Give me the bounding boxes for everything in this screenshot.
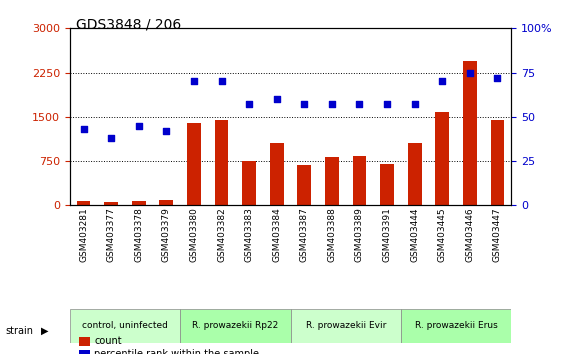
Text: control, uninfected: control, uninfected (82, 321, 168, 330)
Bar (270, 143, 284, 205)
Point (465, 70, 475, 75)
Text: GSM403378: GSM403378 (134, 207, 143, 262)
Text: GSM403382: GSM403382 (217, 207, 226, 262)
Bar (132, 201, 146, 205)
Point (162, 128, 171, 134)
Point (437, 79, 447, 84)
Text: strain: strain (6, 326, 34, 336)
Bar (435, 112, 449, 205)
Bar (159, 200, 173, 205)
Point (79, 126, 88, 132)
Text: R. prowazekii Rp22: R. prowazekii Rp22 (192, 321, 278, 330)
Point (410, 102, 419, 107)
Text: R. prowazekii Evir: R. prowazekii Evir (306, 321, 386, 330)
Bar (104, 202, 118, 205)
Bar (353, 156, 367, 205)
Text: percentile rank within the sample: percentile rank within the sample (94, 349, 259, 354)
Point (245, 102, 254, 107)
Point (327, 102, 336, 107)
FancyBboxPatch shape (70, 309, 180, 343)
Bar (463, 61, 477, 205)
Bar (78, 350, 89, 354)
Point (272, 96, 281, 102)
Bar (214, 120, 228, 205)
Point (382, 102, 392, 107)
Text: GSM403377: GSM403377 (107, 207, 116, 262)
Text: GSM403388: GSM403388 (328, 207, 336, 262)
Bar (380, 164, 394, 205)
Text: GSM403446: GSM403446 (465, 207, 474, 262)
Text: count: count (94, 336, 121, 346)
Bar (325, 157, 339, 205)
Text: GSM403387: GSM403387 (300, 207, 309, 262)
Text: GSM403389: GSM403389 (355, 207, 364, 262)
Text: GDS3848 / 206: GDS3848 / 206 (76, 18, 181, 32)
Text: GSM403445: GSM403445 (438, 207, 447, 262)
Point (106, 135, 116, 141)
Text: GSM403281: GSM403281 (79, 207, 88, 262)
Text: GSM403447: GSM403447 (493, 207, 502, 262)
Text: GSM403380: GSM403380 (189, 207, 198, 262)
Bar (242, 161, 256, 205)
Bar (297, 165, 311, 205)
Text: ▶: ▶ (41, 326, 48, 336)
FancyBboxPatch shape (290, 309, 401, 343)
Text: GSM403384: GSM403384 (272, 207, 281, 262)
Text: GSM403383: GSM403383 (245, 207, 253, 262)
Bar (490, 120, 504, 205)
Point (300, 102, 309, 107)
Bar (77, 201, 91, 205)
Point (217, 79, 226, 84)
Point (134, 123, 144, 129)
Bar (187, 123, 201, 205)
Text: GSM403444: GSM403444 (410, 207, 419, 262)
FancyBboxPatch shape (401, 309, 511, 343)
Bar (78, 337, 89, 346)
Point (355, 102, 364, 107)
Bar (408, 143, 422, 205)
Text: GSM403391: GSM403391 (383, 207, 392, 262)
Text: R. prowazekii Erus: R. prowazekii Erus (415, 321, 497, 330)
Point (189, 79, 199, 84)
Text: GSM403379: GSM403379 (162, 207, 171, 262)
Point (493, 75, 502, 81)
FancyBboxPatch shape (180, 309, 290, 343)
